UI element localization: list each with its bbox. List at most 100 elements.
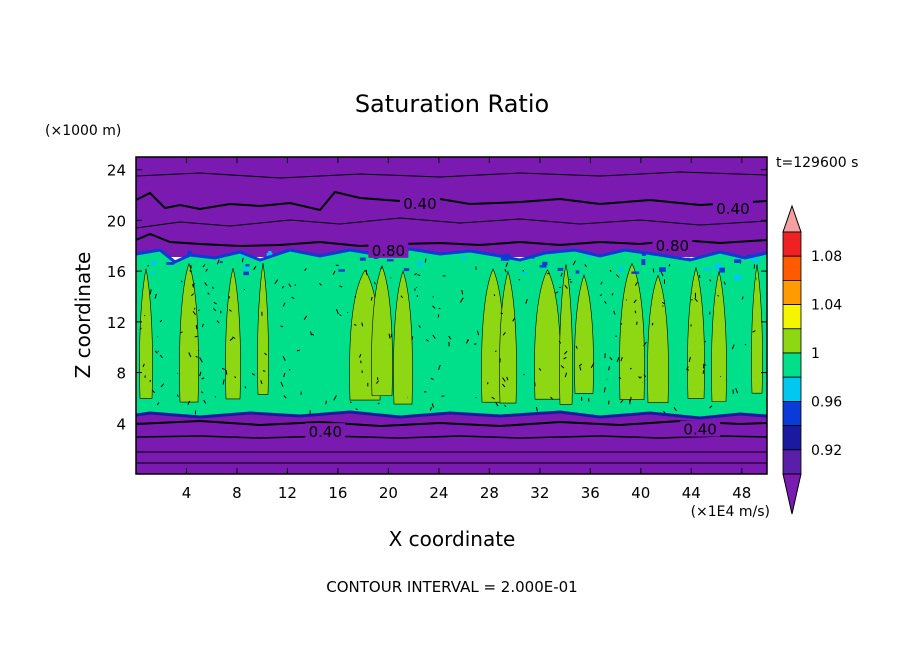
contour-speck	[283, 372, 286, 378]
moist-patch	[542, 261, 548, 266]
contour-speck	[260, 380, 263, 385]
time-label: t=129600 s	[776, 155, 858, 171]
contour-speck	[660, 271, 664, 277]
contour-speck	[459, 297, 464, 303]
contour-speck	[424, 258, 427, 263]
contour-speck	[698, 274, 701, 278]
moist-patch	[504, 253, 511, 257]
contour-speck	[212, 308, 217, 312]
moist-patch	[151, 270, 156, 274]
contour-speck	[564, 372, 568, 378]
contour-speck	[546, 272, 550, 275]
contour-speck	[191, 293, 194, 297]
contour-speck	[146, 265, 150, 267]
contour-speck	[694, 297, 698, 302]
x-axis-ticks: 4 8 12 16 20 24 28 32 36 40 44 48	[182, 157, 751, 502]
y-axis-ticks: 4 8 12 16 20 24	[107, 162, 767, 433]
contour-label-bg	[712, 199, 753, 216]
y-tick-label: 8	[116, 365, 126, 383]
contour-speck	[311, 333, 315, 336]
colorbar-segment	[782, 449, 802, 475]
contour-speck	[703, 364, 706, 367]
moist-patch	[751, 258, 760, 262]
contour-speck	[151, 389, 156, 394]
cloud-plume	[371, 265, 393, 396]
contour-speck	[149, 289, 152, 295]
moist-patch	[243, 266, 249, 271]
x-tick-label: 40	[631, 484, 650, 502]
x-tick-label: 20	[379, 484, 398, 502]
contour-speck	[291, 296, 295, 299]
contour-speck	[283, 395, 287, 399]
contour-speck	[500, 312, 503, 315]
contour-speck	[558, 340, 562, 344]
moist-patch	[539, 265, 547, 268]
contour-speck	[194, 335, 198, 338]
cloud-layer-region	[136, 249, 767, 418]
contour-speck	[651, 322, 654, 326]
y-tick-label: 24	[107, 162, 126, 180]
colorbar-segment	[782, 279, 802, 305]
contour-speck	[506, 376, 509, 381]
x-units-label: (×1E4 m/s)	[691, 504, 770, 520]
contour-speck	[188, 352, 192, 358]
cloud-top-boundary	[136, 247, 767, 264]
contour-speck	[234, 376, 236, 379]
contour-speck	[493, 294, 496, 297]
contour-label-bg	[680, 420, 721, 437]
colorbar-over-triangle	[782, 204, 802, 233]
contour-speck	[202, 264, 206, 268]
contour-speck	[563, 350, 568, 355]
lower-dry-region	[136, 410, 767, 474]
contour-speck	[361, 322, 364, 327]
contour-speck	[560, 365, 565, 369]
contour-speck	[187, 400, 190, 405]
contour-speck	[417, 274, 421, 277]
moist-patch	[557, 267, 564, 271]
contour-speck	[613, 310, 616, 315]
contour-speck	[522, 269, 525, 272]
colorbar-segment	[782, 231, 802, 257]
contour-speck	[476, 330, 480, 336]
contour-speck	[525, 299, 528, 304]
contour-speck	[604, 300, 607, 304]
contour-speck	[600, 281, 603, 285]
contour-label-bg	[368, 241, 409, 258]
contour-label-bg	[305, 423, 346, 440]
contour-speck	[538, 368, 542, 371]
moist-patch	[243, 271, 250, 276]
colorbar-under-triangle	[782, 473, 802, 515]
contour-speck	[225, 369, 228, 375]
moist-patch	[714, 263, 721, 270]
moist-patch	[733, 274, 742, 281]
contour-speck	[504, 404, 507, 408]
contour-label: 0.80	[372, 242, 405, 260]
contour-speck	[189, 269, 192, 273]
contour-speck	[465, 338, 469, 344]
contour-label: 0.40	[403, 195, 436, 213]
contour-speck	[335, 309, 339, 315]
contour-speck	[205, 268, 208, 272]
x-tick-label: 4	[182, 484, 192, 502]
contour-speck	[686, 366, 689, 370]
contour-label: 0.80	[656, 237, 689, 255]
contour-speck	[325, 400, 327, 405]
contour-speck	[731, 344, 735, 350]
x-tick-label: 48	[732, 484, 751, 502]
x-tick-label: 16	[328, 484, 347, 502]
contour-speck	[228, 309, 232, 312]
y-units-label: (×1000 m)	[45, 123, 121, 139]
contour-thin-upper-2	[136, 171, 767, 179]
contour-speck	[429, 406, 432, 411]
moist-patch	[403, 268, 410, 272]
moist-patch	[575, 270, 580, 274]
x-tick-label: 24	[429, 484, 448, 502]
moist-patch	[386, 259, 394, 262]
cloud-plume	[559, 264, 573, 405]
contour-speck	[638, 376, 641, 379]
colorbar-label: 1.04	[811, 298, 842, 314]
moist-patch	[245, 264, 250, 267]
x-tick-label: 32	[530, 484, 549, 502]
moist-patch	[219, 261, 223, 264]
colorbar-label: 0.96	[811, 394, 842, 410]
